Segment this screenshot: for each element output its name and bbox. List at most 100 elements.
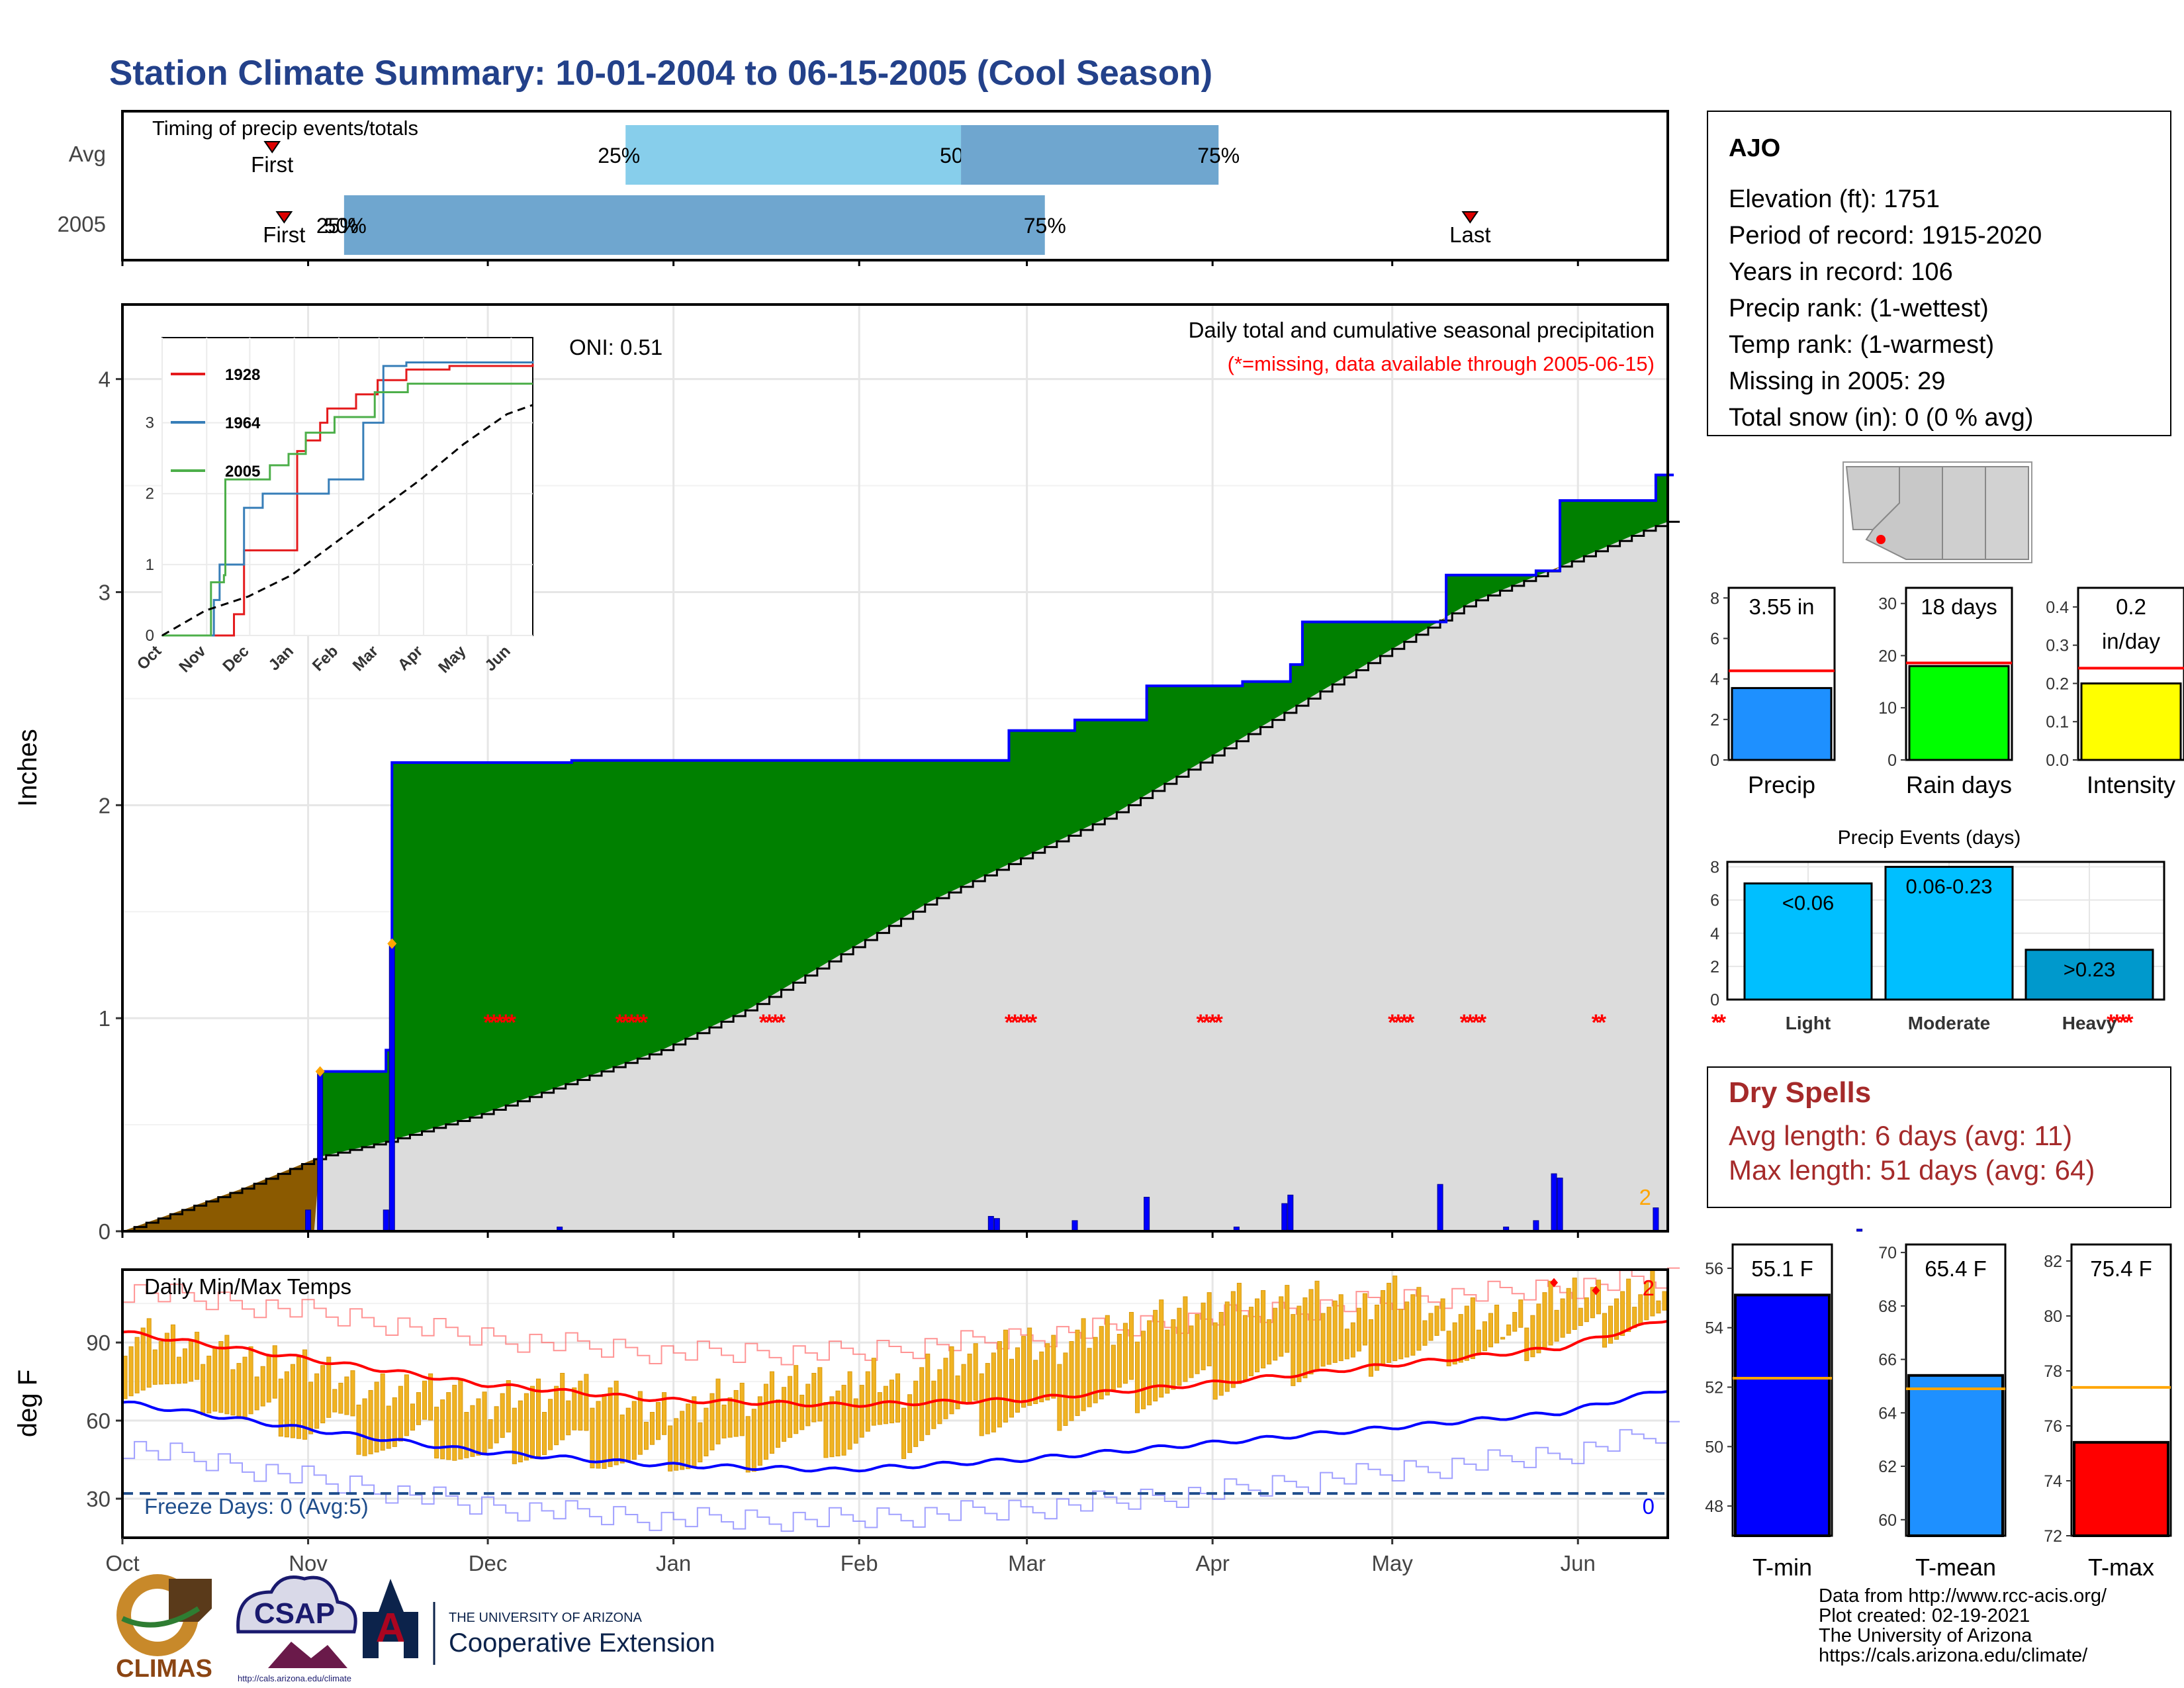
daily-precip-bar xyxy=(1437,1184,1443,1232)
daily-temp-bar xyxy=(1644,1282,1649,1321)
daily-temp-bar xyxy=(1105,1315,1110,1396)
daily-temp-bar xyxy=(662,1392,667,1435)
map-station-dot xyxy=(1876,535,1886,544)
daily-temp-bar xyxy=(847,1371,852,1450)
daily-temp-bar xyxy=(1656,1300,1661,1314)
mini-value-text-2: in/day xyxy=(2102,629,2161,653)
temp-panel: 30 60 90 deg F Daily Min/Max Temps Freeze … xyxy=(13,1267,1680,1575)
mini-x-label: Intensity xyxy=(2087,771,2175,798)
temp-bar-tick-label: 52 xyxy=(1705,1379,1723,1397)
csap-logo-text: CSAP xyxy=(254,1597,335,1630)
inset-legend-label-2005: 2005 xyxy=(225,463,260,481)
daily-temp-bar xyxy=(1482,1321,1487,1352)
daily-temp-bar xyxy=(1506,1324,1512,1336)
station-temp-rank: Temp rank: (1-warmest) xyxy=(1729,331,1994,359)
event-bar-label: Light xyxy=(1786,1013,1831,1033)
daily-precip-record-marker xyxy=(387,938,397,949)
x-axis-month-label: Jun xyxy=(1561,1551,1596,1575)
temp-bar-T-mean xyxy=(1907,1374,2004,1537)
daily-temp-bar xyxy=(835,1390,841,1457)
temp-frame xyxy=(121,1268,1669,1539)
daily-temp-bar xyxy=(1446,1331,1451,1366)
daily-temp-bar xyxy=(1302,1297,1308,1379)
daily-temp-bar xyxy=(482,1391,487,1454)
inset-line-average xyxy=(161,404,533,637)
timing-frame xyxy=(121,110,1669,261)
map-state-tx xyxy=(1985,466,2029,560)
daily-temp-bar xyxy=(1578,1307,1583,1327)
mini-value-text: 3.55 in xyxy=(1749,594,1814,619)
daily-temp-bar xyxy=(608,1387,613,1468)
station-precip-rank: Precip rank: (1-wettest) xyxy=(1729,295,1989,322)
daily-temp-bar xyxy=(422,1380,428,1420)
daily-precip-bar xyxy=(987,1215,994,1232)
daily-temp-bar xyxy=(452,1385,457,1461)
daily-temp-bar xyxy=(152,1349,158,1385)
tmin-record-count: 0 xyxy=(1643,1494,1655,1519)
daily-temp-bar xyxy=(1267,1319,1272,1365)
daily-temp-bar xyxy=(410,1403,415,1431)
daily-temp-bar xyxy=(913,1380,919,1447)
climas-mark xyxy=(169,1579,212,1622)
missing-day-marker: * xyxy=(1460,1010,1469,1035)
avg-cumulative-line xyxy=(122,520,1680,1233)
station-snow: Total snow (in): 0 (0 % avg) xyxy=(1729,404,2033,432)
ua-logo: A THE UNIVERSITY OF ARIZONA Cooperative … xyxy=(363,1579,715,1665)
daily-temp-bar xyxy=(1291,1314,1296,1386)
daily-temp-bar xyxy=(704,1407,709,1457)
daily-temp-bar xyxy=(464,1411,469,1458)
daily-temp-bar xyxy=(590,1407,595,1469)
daily-temp-bar xyxy=(1416,1287,1422,1351)
event-bar-label: Moderate xyxy=(1908,1013,1990,1033)
daily-temp-bar xyxy=(1021,1336,1026,1408)
daily-temp-bar xyxy=(794,1365,799,1434)
inset-line-2005 xyxy=(162,383,533,637)
daily-temp-bar xyxy=(302,1349,308,1440)
timing-label-start: 25% xyxy=(316,214,359,238)
daily-temp-bar xyxy=(584,1374,589,1431)
temp-bar-tick-label: 64 xyxy=(1878,1404,1897,1423)
daily-temp-bar xyxy=(1009,1358,1015,1418)
temp-bar-value: 65.4 F xyxy=(1925,1256,1987,1281)
missing-day-marker: * xyxy=(2124,1010,2134,1035)
inset-frame xyxy=(161,337,533,636)
daily-temp-bar xyxy=(170,1324,175,1384)
missing-day-marker: * xyxy=(1711,1010,1721,1035)
daily-temp-bar xyxy=(470,1405,475,1457)
daily-temp-bar xyxy=(1081,1318,1086,1411)
temp-bar-tick-label: 56 xyxy=(1705,1260,1723,1278)
missing-day-marker: * xyxy=(639,1010,649,1035)
daily-temp-bar xyxy=(218,1341,224,1413)
event-bar-value: <0.06 xyxy=(1782,892,1834,915)
daily-temp-bar xyxy=(206,1356,212,1414)
corner-count: 2 xyxy=(1639,1185,1651,1209)
daily-temp-bar xyxy=(1075,1329,1080,1417)
daily-temp-bar xyxy=(1344,1329,1349,1360)
daily-temp-bar xyxy=(195,1331,200,1380)
daily-temp-bar xyxy=(1362,1293,1367,1346)
precip-y-tick-label: 0 xyxy=(99,1219,111,1244)
daily-temp-bar xyxy=(1045,1343,1050,1401)
daily-temp-bar xyxy=(973,1343,978,1401)
ua-small-text: THE UNIVERSITY OF ARIZONA xyxy=(449,1611,643,1625)
daily-temp-bar xyxy=(1116,1334,1122,1388)
mini-bar-Rain days xyxy=(1908,665,2010,761)
daily-temp-bar xyxy=(1248,1307,1254,1376)
mini-tick-label: 0.2 xyxy=(2046,675,2069,693)
missing-day-marker: * xyxy=(615,1010,625,1035)
csap-mountains xyxy=(268,1642,347,1668)
temp-bar-tick-label: 70 xyxy=(1878,1244,1897,1262)
csap-logo: CSAP http://cals.arizona.edu/climate xyxy=(236,1575,357,1683)
daily-temp-bar xyxy=(1128,1311,1134,1380)
temp-bar-tick-label: 72 xyxy=(2044,1527,2062,1546)
daily-temp-bar xyxy=(201,1364,206,1415)
temp-bar-tick-label: 54 xyxy=(1705,1319,1723,1338)
daily-temp-bar xyxy=(1350,1322,1355,1358)
inset-line-1928 xyxy=(162,363,534,637)
station-years: Years in record: 106 xyxy=(1729,258,1953,286)
missing-day-marker: * xyxy=(496,1010,505,1035)
daily-temp-bar xyxy=(374,1382,379,1453)
below-average-area xyxy=(122,522,1668,1231)
daily-temp-bar xyxy=(895,1373,901,1423)
